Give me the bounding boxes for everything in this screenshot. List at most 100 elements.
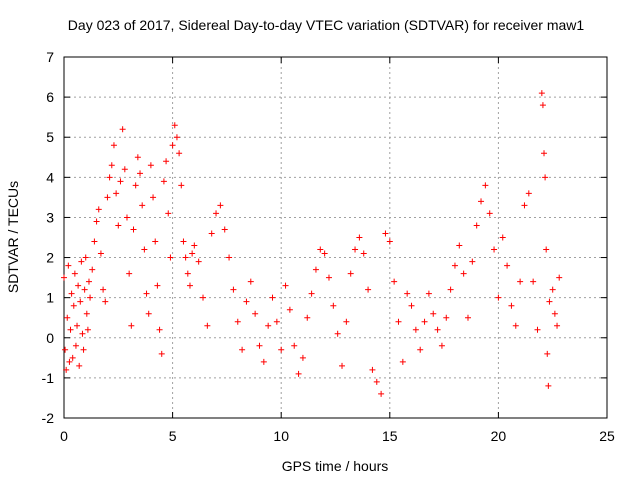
data-point xyxy=(84,326,91,333)
data-point xyxy=(85,278,92,285)
x-tick-label: 0 xyxy=(60,428,68,444)
data-point xyxy=(108,162,115,169)
data-point xyxy=(273,318,280,325)
data-point xyxy=(121,166,128,173)
data-point xyxy=(171,122,178,129)
y-tick-label: 3 xyxy=(46,209,54,225)
data-point xyxy=(130,226,137,233)
data-point xyxy=(68,290,75,297)
data-point xyxy=(434,326,441,333)
data-point xyxy=(71,270,78,277)
data-point xyxy=(173,134,180,141)
data-point xyxy=(66,358,73,365)
data-point xyxy=(128,322,135,329)
data-point xyxy=(491,246,498,253)
data-point xyxy=(517,278,524,285)
data-point xyxy=(180,238,187,245)
data-point xyxy=(495,294,502,301)
data-point xyxy=(113,190,120,197)
data-point xyxy=(534,326,541,333)
data-point xyxy=(167,254,174,261)
y-tick-label: -1 xyxy=(42,370,55,386)
data-point xyxy=(169,142,176,149)
data-point xyxy=(499,234,506,241)
data-point xyxy=(79,330,86,337)
data-point xyxy=(282,282,289,289)
data-point xyxy=(412,326,419,333)
data-point xyxy=(64,314,71,321)
data-point xyxy=(63,366,70,373)
y-tick-label: 1 xyxy=(46,290,54,306)
data-point xyxy=(195,258,202,265)
data-point xyxy=(352,246,359,253)
data-point xyxy=(347,270,354,277)
data-point xyxy=(117,178,124,185)
data-point xyxy=(80,346,87,353)
data-point xyxy=(77,298,84,305)
data-point xyxy=(110,142,117,149)
data-point xyxy=(221,226,228,233)
data-point xyxy=(549,286,556,293)
grid-lines xyxy=(64,57,607,418)
chart-title: Day 023 of 2017, Sidereal Day-to-day VTE… xyxy=(68,17,585,33)
data-point xyxy=(104,194,111,201)
data-point xyxy=(87,294,94,301)
data-point xyxy=(425,290,432,297)
data-point xyxy=(102,298,109,305)
data-point xyxy=(93,218,100,225)
data-point xyxy=(184,270,191,277)
data-point xyxy=(417,346,424,353)
data-point xyxy=(141,246,148,253)
data-point xyxy=(378,390,385,397)
data-point xyxy=(295,370,302,377)
data-point xyxy=(154,282,161,289)
data-point xyxy=(308,290,315,297)
data-point xyxy=(399,358,406,365)
data-point xyxy=(482,182,489,189)
data-point xyxy=(67,326,74,333)
data-point xyxy=(356,234,363,241)
data-point xyxy=(469,258,476,265)
data-point xyxy=(106,174,113,181)
x-axis-label: GPS time / hours xyxy=(282,458,389,474)
data-point xyxy=(508,302,515,309)
data-point xyxy=(317,246,324,253)
data-point xyxy=(74,322,81,329)
data-point xyxy=(126,270,133,277)
data-point xyxy=(82,254,89,261)
data-point xyxy=(145,310,152,317)
data-point xyxy=(330,302,337,309)
axis-ticks: -2 -1 0 1 2 3 4 5 6 7 0 5 10 15 20 25 xyxy=(42,49,615,444)
plot-frame xyxy=(63,56,608,419)
data-point xyxy=(386,238,393,245)
data-point xyxy=(551,310,558,317)
data-point xyxy=(95,206,102,213)
data-point xyxy=(150,194,157,201)
data-point xyxy=(234,318,241,325)
data-point xyxy=(486,210,493,217)
data-point xyxy=(421,318,428,325)
data-point xyxy=(134,154,141,161)
data-point xyxy=(160,178,167,185)
data-point xyxy=(163,158,170,165)
data-point xyxy=(78,258,85,265)
data-point xyxy=(395,318,402,325)
data-point xyxy=(69,354,76,361)
data-point xyxy=(158,350,165,357)
data-point xyxy=(408,302,415,309)
data-point xyxy=(100,286,107,293)
data-point xyxy=(156,326,163,333)
data-point xyxy=(217,202,224,209)
data-point xyxy=(539,102,546,109)
data-point xyxy=(256,342,263,349)
data-point xyxy=(75,282,82,289)
data-point xyxy=(91,238,98,245)
data-point xyxy=(81,286,88,293)
data-point xyxy=(182,254,189,261)
data-point xyxy=(343,318,350,325)
data-point xyxy=(213,210,220,217)
data-point xyxy=(119,126,126,133)
data-point xyxy=(321,250,328,257)
data-point xyxy=(278,346,285,353)
